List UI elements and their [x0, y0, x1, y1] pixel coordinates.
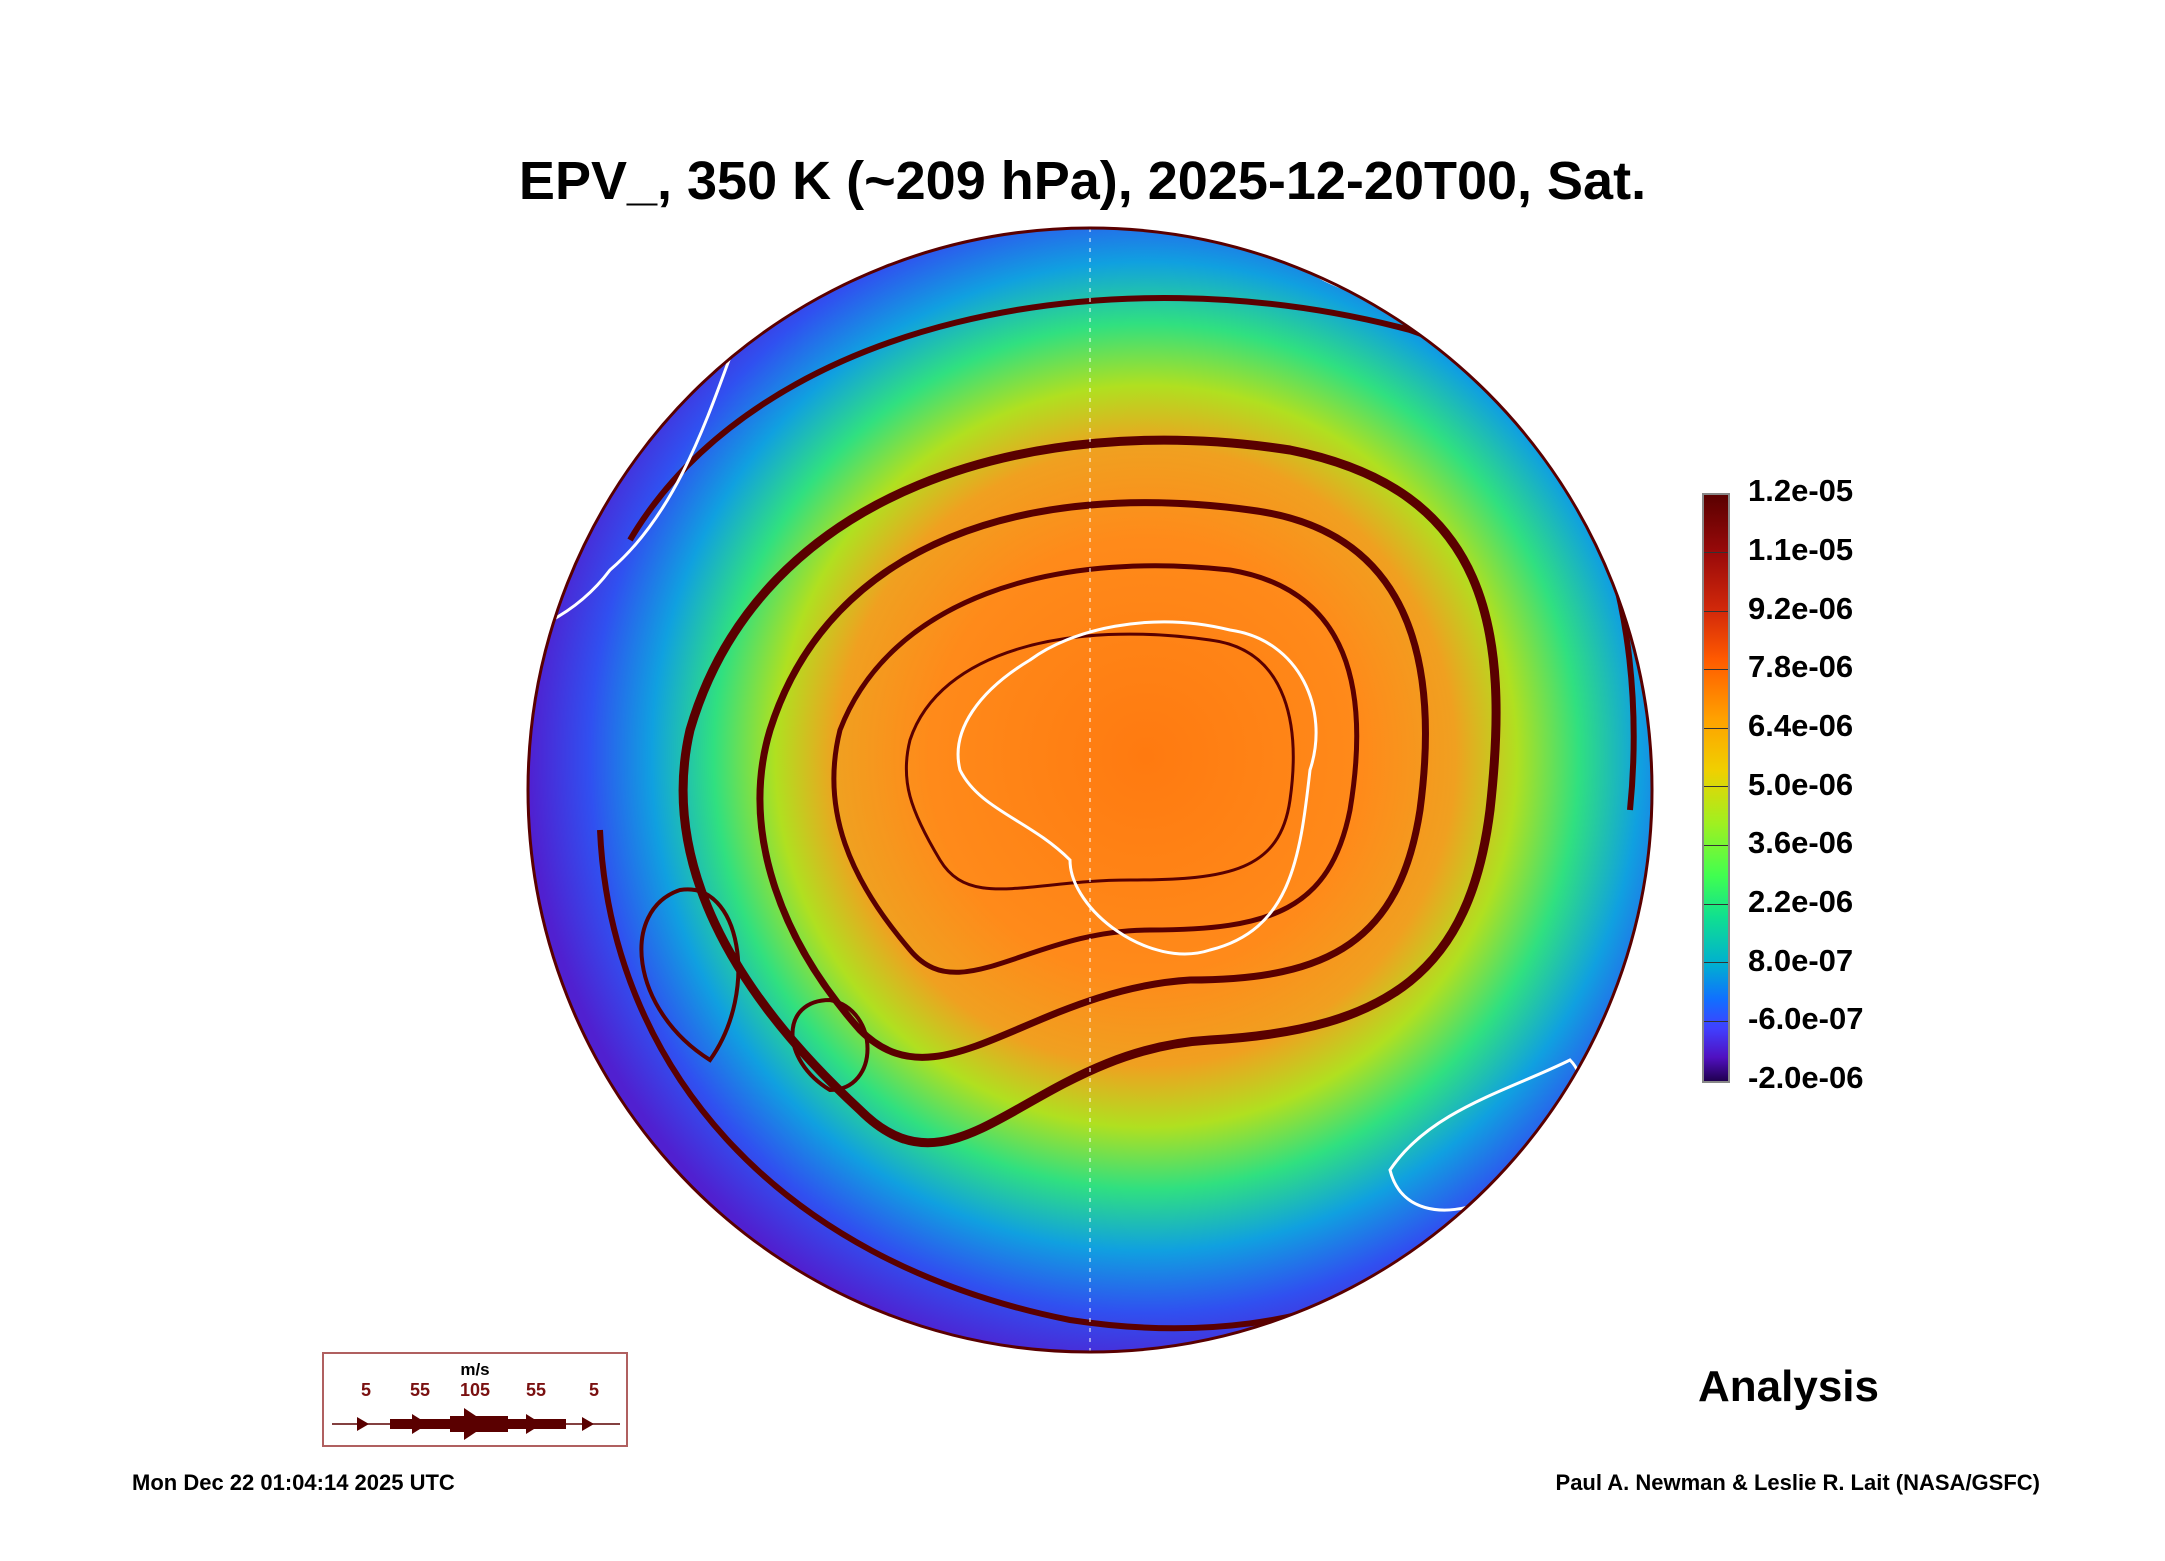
wind-legend-label: 55 — [409, 1380, 431, 1400]
wind-legend-label: 5 — [360, 1380, 372, 1400]
colorbar-label: 1.2e-05 — [1748, 473, 1854, 508]
polar-map — [526, 226, 1654, 1354]
streamline — [831, 563, 1360, 975]
colorbar-tick — [1704, 669, 1728, 670]
wind-legend-label: 5 — [588, 1380, 600, 1400]
credit: Paul A. Newman & Leslie R. Lait (NASA/GS… — [1555, 1470, 2040, 1495]
colorbar — [1702, 493, 1730, 1083]
wind-arrow-scale — [332, 1408, 620, 1440]
streamline — [904, 632, 1295, 891]
streamline — [790, 997, 870, 1093]
colorbar-label: 6.4e-06 — [1748, 708, 1854, 743]
wind-legend-label: 55 — [525, 1380, 547, 1400]
colorbar-label: 8.0e-07 — [1748, 943, 1854, 978]
timestamp: Mon Dec 22 01:04:14 2025 UTC — [132, 1470, 455, 1495]
colorbar-tick — [1704, 786, 1728, 787]
antarctica-coast — [956, 620, 1318, 956]
wind-legend-label: 105 — [459, 1380, 491, 1400]
map-border — [526, 226, 1654, 1354]
colorbar-tick — [1704, 962, 1728, 963]
colorbar-label: -6.0e-07 — [1748, 1001, 1864, 1036]
colorbar-label: 1.1e-05 — [1748, 532, 1854, 567]
colorbar-label: 5.0e-06 — [1748, 767, 1854, 802]
streamline — [756, 499, 1429, 1061]
plot-title: EPV_, 350 K (~209 hPa), 2025-12-20T00, S… — [518, 151, 1647, 211]
colorbar-tick — [1704, 1021, 1728, 1022]
streamline — [678, 435, 1501, 1148]
streamline — [639, 887, 741, 1063]
colorbar-label: -2.0e-06 — [1748, 1060, 1864, 1095]
colorbar-label: 2.2e-06 — [1748, 884, 1854, 919]
colorbar-label: 3.6e-06 — [1748, 825, 1854, 860]
colorbar-tick — [1704, 904, 1728, 905]
colorbar-tick — [1704, 845, 1728, 846]
analysis-label: Analysis — [1698, 1362, 1879, 1411]
colorbar-tick — [1704, 728, 1728, 729]
wind-speed-legend: m/s 5 55 105 55 5 — [322, 1352, 628, 1447]
colorbar-label: 7.8e-06 — [1748, 649, 1854, 684]
colorbar-tick — [1704, 552, 1728, 553]
colorbar-label: 9.2e-06 — [1748, 591, 1854, 626]
wind-legend-unit: m/s — [460, 1360, 490, 1379]
colorbar-tick — [1704, 611, 1728, 612]
